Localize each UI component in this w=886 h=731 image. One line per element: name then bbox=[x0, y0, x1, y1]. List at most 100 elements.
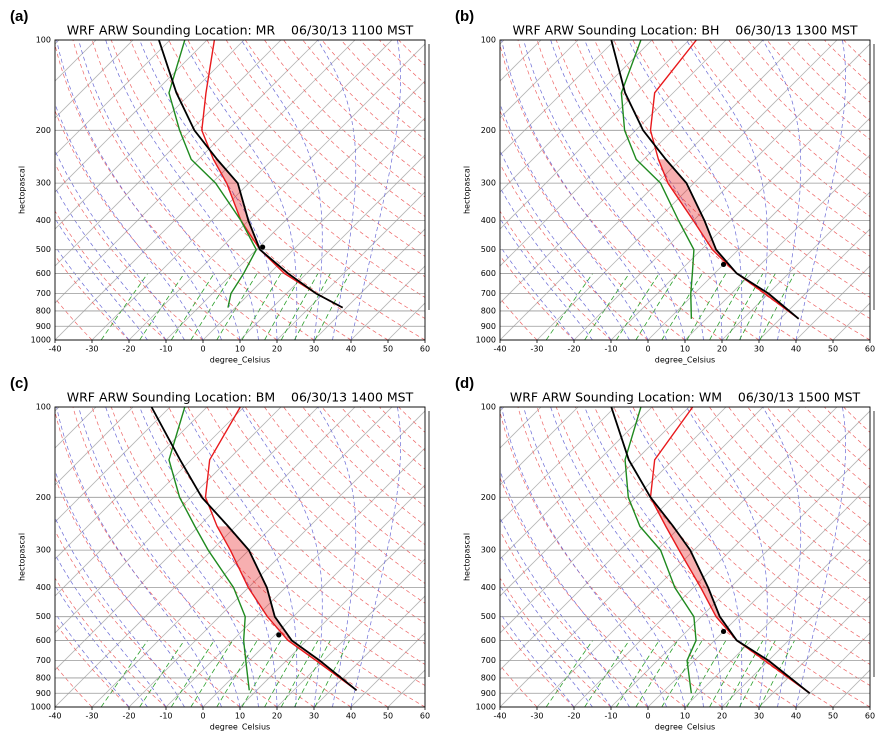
isotherm bbox=[500, 40, 690, 230]
dry-adiabat bbox=[536, 40, 797, 340]
moist-adiabat bbox=[500, 245, 575, 340]
dry-adiabat bbox=[340, 40, 425, 122]
isotherm bbox=[55, 40, 319, 304]
dry-adiabat bbox=[824, 407, 870, 452]
dry-adiabat bbox=[55, 255, 130, 340]
x-tick-label: -20 bbox=[122, 345, 135, 354]
isotherm bbox=[573, 43, 870, 340]
profile-line bbox=[204, 407, 357, 691]
isotherm bbox=[500, 40, 579, 119]
dry-adiabat bbox=[379, 40, 425, 85]
isotherm bbox=[350, 632, 425, 707]
mixing-ratio-line bbox=[635, 640, 679, 707]
dry-adiabat bbox=[187, 407, 425, 645]
isotherm bbox=[276, 191, 425, 340]
dry-adiabat bbox=[709, 407, 870, 565]
y-tick-label: 900 bbox=[36, 689, 51, 698]
x-tick-label: -40 bbox=[48, 345, 61, 354]
mixing-ratio-line bbox=[709, 273, 748, 340]
background-lines bbox=[55, 40, 425, 340]
y-tick-label: 200 bbox=[481, 126, 496, 135]
isotherm bbox=[56, 407, 356, 707]
dry-adiabat bbox=[55, 577, 167, 707]
x-tick-label: -40 bbox=[493, 712, 506, 721]
y-tick-label: 800 bbox=[481, 306, 496, 315]
isotherm bbox=[239, 521, 425, 707]
isotherm bbox=[500, 407, 690, 597]
isotherm bbox=[239, 154, 425, 340]
isotherm bbox=[55, 40, 245, 230]
moist-adiabat bbox=[78, 40, 241, 340]
isotherm bbox=[202, 117, 425, 340]
isotherm bbox=[313, 595, 425, 707]
isotherm bbox=[276, 558, 425, 707]
isotherm bbox=[758, 595, 870, 707]
x-tick-label: 60 bbox=[865, 345, 875, 354]
dry-adiabat bbox=[500, 410, 723, 707]
x-tick-label: 60 bbox=[865, 712, 875, 721]
mixing-ratio-line bbox=[190, 640, 234, 707]
isotherm bbox=[55, 40, 282, 267]
x-tick-label: 50 bbox=[383, 712, 393, 721]
y-tick-label: 400 bbox=[481, 216, 496, 225]
isotherm bbox=[500, 407, 727, 634]
y-tick-label: 300 bbox=[481, 179, 496, 188]
moist-adiabat bbox=[55, 217, 148, 340]
y-tick-label: 100 bbox=[481, 36, 496, 45]
x-tick-label: -20 bbox=[567, 345, 580, 354]
y-tick-label: 300 bbox=[481, 546, 496, 555]
x-tick-label: 10 bbox=[235, 712, 245, 721]
dry-adiabat bbox=[110, 40, 389, 340]
y-tick-label: 700 bbox=[481, 656, 496, 665]
profile-line bbox=[150, 407, 358, 692]
dry-adiabat bbox=[359, 40, 425, 103]
isotherm bbox=[500, 407, 764, 671]
panel-label: (c) bbox=[10, 375, 28, 392]
dry-adiabat bbox=[536, 407, 797, 707]
x-tick-label: 60 bbox=[420, 345, 430, 354]
dry-adiabat bbox=[500, 622, 575, 707]
isotherm bbox=[55, 407, 282, 634]
profile-line bbox=[610, 407, 811, 694]
dry-adiabat bbox=[398, 40, 425, 66]
x-tick-label: 30 bbox=[309, 712, 319, 721]
y-tick-label: 200 bbox=[36, 126, 51, 135]
x-tick-label: 50 bbox=[383, 345, 393, 354]
mixing-ratio-line bbox=[686, 273, 727, 340]
isotherm bbox=[56, 40, 356, 340]
x-tick-label: 0 bbox=[200, 712, 205, 721]
moist-adiabat bbox=[183, 40, 298, 340]
dry-adiabat bbox=[91, 40, 352, 340]
dry-adiabat bbox=[824, 40, 870, 85]
y-tick-label: 500 bbox=[36, 612, 51, 621]
x-tick-label: -10 bbox=[604, 712, 617, 721]
dry-adiabat bbox=[670, 407, 870, 604]
moist-adiabat bbox=[317, 40, 357, 340]
profile-line bbox=[610, 40, 800, 320]
isotherm bbox=[869, 706, 870, 707]
dry-adiabat bbox=[398, 407, 425, 433]
isotherm bbox=[500, 40, 727, 267]
moist-adiabat bbox=[55, 102, 204, 340]
moist-adiabat bbox=[628, 40, 743, 340]
moist-adiabat bbox=[500, 553, 612, 707]
mixing-ratio-line bbox=[100, 273, 149, 340]
x-tick-label: 50 bbox=[828, 345, 838, 354]
y-tick-label: 1000 bbox=[476, 703, 496, 712]
isotherm bbox=[500, 407, 616, 523]
dry-adiabat bbox=[168, 407, 425, 665]
isotherm bbox=[500, 40, 801, 340]
moist-adiabat bbox=[501, 40, 667, 340]
mixing-ratio-line bbox=[190, 273, 234, 340]
x-tick-label: -10 bbox=[159, 345, 172, 354]
y-tick-label: 1000 bbox=[476, 336, 496, 345]
moist-adiabat bbox=[241, 407, 323, 707]
x-tick-label: 0 bbox=[645, 345, 650, 354]
dry-adiabat bbox=[500, 43, 723, 340]
moist-adiabat bbox=[317, 407, 357, 707]
x-tick-label: 10 bbox=[680, 345, 690, 354]
dry-adiabat bbox=[72, 40, 315, 340]
moist-adiabat bbox=[105, 407, 259, 707]
isotherm bbox=[684, 521, 870, 707]
